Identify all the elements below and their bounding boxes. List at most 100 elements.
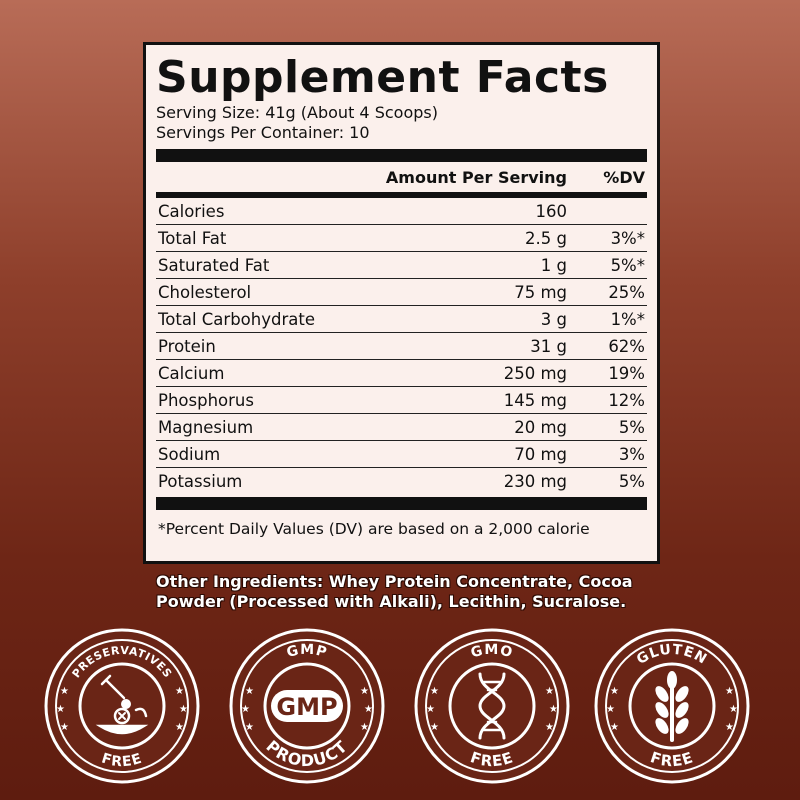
badge-bottom-text: FREE xyxy=(468,748,515,770)
table-row: Protein 31 g 62% xyxy=(156,333,647,360)
nutrient-dv: 62% xyxy=(608,336,645,356)
star-icon: ★ ★ ★ ★ ★ ★ xyxy=(426,686,558,733)
table-row: Cholesterol 75 mg 25% xyxy=(156,279,647,306)
dna-icon xyxy=(478,672,506,740)
badge-gmp-product: GMP PRODUCT ★ ★ ★ ★ ★ ★ GMP xyxy=(229,628,385,784)
nutrient-amount: 2.5 g xyxy=(525,228,567,248)
nutrient-name: Total Carbohydrate xyxy=(158,309,315,329)
header-dv: %DV xyxy=(603,167,645,187)
svg-text:★: ★ xyxy=(60,686,69,697)
nutrient-dv: 25% xyxy=(608,282,645,302)
nutrient-dv: 19% xyxy=(608,363,645,383)
gmo-badge-graphic: GMO FREE ★ ★ ★ ★ ★ ★ xyxy=(414,628,570,784)
svg-text:★: ★ xyxy=(245,686,254,697)
badge-top-text: GMP xyxy=(285,642,328,661)
table-row: Calories 160 xyxy=(156,198,647,225)
svg-text:★: ★ xyxy=(241,704,250,715)
svg-text:★: ★ xyxy=(729,704,738,715)
svg-text:★: ★ xyxy=(426,704,435,715)
nutrient-amount: 70 mg xyxy=(514,444,567,464)
certification-badges: PRESERVATIVES FREE ★ ★ ★ ★ ★ ★ xyxy=(0,628,800,788)
svg-text:★: ★ xyxy=(545,686,554,697)
svg-text:★: ★ xyxy=(175,686,184,697)
nutrient-dv: 12% xyxy=(608,390,645,410)
table-header: Amount Per Serving %DV xyxy=(156,162,647,192)
nutrient-name: Phosphorus xyxy=(158,390,254,410)
svg-text:★: ★ xyxy=(430,686,439,697)
dv-footnote: *Percent Daily Values (DV) are based on … xyxy=(158,520,590,538)
svg-text:★: ★ xyxy=(175,722,184,733)
servings-per-container: Servings Per Container: 10 xyxy=(156,123,370,142)
nutrient-name: Potassium xyxy=(158,472,243,491)
table-row: Total Fat 2.5 g 3%* xyxy=(156,225,647,252)
nutrient-amount: 230 mg xyxy=(503,472,567,491)
svg-text:★: ★ xyxy=(360,686,369,697)
nutrient-amount: 75 mg xyxy=(514,282,567,302)
badge-gmo-free: GMO FREE ★ ★ ★ ★ ★ ★ xyxy=(414,628,570,784)
nutrient-name: Protein xyxy=(158,336,216,356)
facts-title: Supplement Facts xyxy=(156,52,609,103)
nutrient-dv: 5% xyxy=(618,417,645,437)
svg-text:★: ★ xyxy=(364,704,373,715)
table-row: Saturated Fat 1 g 5%* xyxy=(156,252,647,279)
svg-text:★: ★ xyxy=(56,704,65,715)
star-icon: ★ ★ ★ ★ ★ ★ xyxy=(56,686,188,733)
table-row: Calcium 250 mg 19% xyxy=(156,360,647,387)
badge-bottom-text: FREE xyxy=(100,751,144,771)
nutrient-name: Saturated Fat xyxy=(158,255,270,275)
badge-gluten-free: GLUTEN FREE ★ ★ ★ ★ ★ ★ xyxy=(594,628,750,784)
serving-size: Serving Size: 41g (About 4 Scoops) xyxy=(156,103,438,122)
nutrient-dv: 3%* xyxy=(610,228,645,248)
svg-text:★: ★ xyxy=(245,722,254,733)
nutrient-amount: 160 xyxy=(535,201,568,221)
gmp-badge-graphic: GMP PRODUCT ★ ★ ★ ★ ★ ★ GMP xyxy=(229,628,385,784)
nutrient-name: Total Fat xyxy=(158,228,227,248)
nutrient-dv: 5%* xyxy=(610,255,645,275)
svg-text:★: ★ xyxy=(549,704,558,715)
table-row: Magnesium 20 mg 5% xyxy=(156,414,647,441)
nutrient-dv: 1%* xyxy=(610,309,645,329)
svg-text:★: ★ xyxy=(60,722,69,733)
svg-text:★: ★ xyxy=(430,722,439,733)
svg-text:★: ★ xyxy=(610,722,619,733)
nutrient-amount: 3 g xyxy=(540,309,567,329)
svg-text:★: ★ xyxy=(545,722,554,733)
divider-thick xyxy=(156,149,647,162)
nutrient-name: Magnesium xyxy=(158,417,254,437)
nutrient-amount: 1 g xyxy=(540,255,567,275)
preservatives-badge-graphic: PRESERVATIVES FREE ★ ★ ★ ★ ★ ★ xyxy=(44,628,200,784)
supplement-facts-panel: Supplement Facts Serving Size: 41g (Abou… xyxy=(143,42,660,564)
svg-text:FREE: FREE xyxy=(648,748,696,770)
svg-text:★: ★ xyxy=(610,686,619,697)
nutrient-amount: 31 g xyxy=(530,336,567,356)
table-row: Total Carbohydrate 3 g 1%* xyxy=(156,306,647,333)
wheat-icon xyxy=(655,671,689,742)
svg-text:★: ★ xyxy=(360,722,369,733)
nutrient-amount: 250 mg xyxy=(503,363,567,383)
svg-text:★: ★ xyxy=(725,722,734,733)
svg-text:GMP: GMP xyxy=(285,642,329,661)
svg-text:GMO: GMO xyxy=(469,642,515,661)
gluten-badge-graphic: GLUTEN FREE ★ ★ ★ ★ ★ ★ xyxy=(594,628,750,784)
nutrient-dv: 3% xyxy=(618,444,645,464)
ingredients-line-1: Other Ingredients: Whey Protein Concentr… xyxy=(156,572,633,591)
star-icon: ★ ★ ★ ★ ★ ★ xyxy=(606,686,738,733)
table-row: Sodium 70 mg 3% xyxy=(156,441,647,468)
header-amount: Amount Per Serving xyxy=(385,167,567,187)
gmp-center-text: GMP xyxy=(276,693,337,721)
nutrient-name: Calories xyxy=(158,201,225,221)
table-row: Potassium 230 mg 5% xyxy=(156,468,647,495)
gmp-icon: GMP xyxy=(271,690,343,722)
ingredients-line-2: Powder (Processed with Alkali), Lecithin… xyxy=(156,592,627,611)
badge-top-text: GMO xyxy=(469,642,514,661)
nutrient-name: Cholesterol xyxy=(158,282,252,302)
star-icon: ★ ★ ★ ★ ★ ★ xyxy=(241,686,373,733)
nutrient-name: Sodium xyxy=(158,444,221,464)
divider-mid xyxy=(156,192,647,198)
svg-text:FREE: FREE xyxy=(100,751,145,771)
table-row: Phosphorus 145 mg 12% xyxy=(156,387,647,414)
nutrient-amount: 20 mg xyxy=(514,417,567,437)
preservatives-icon xyxy=(95,674,149,735)
badge-bottom-text: FREE xyxy=(648,748,695,770)
other-ingredients: Other Ingredients: Whey Protein Concentr… xyxy=(156,572,676,612)
